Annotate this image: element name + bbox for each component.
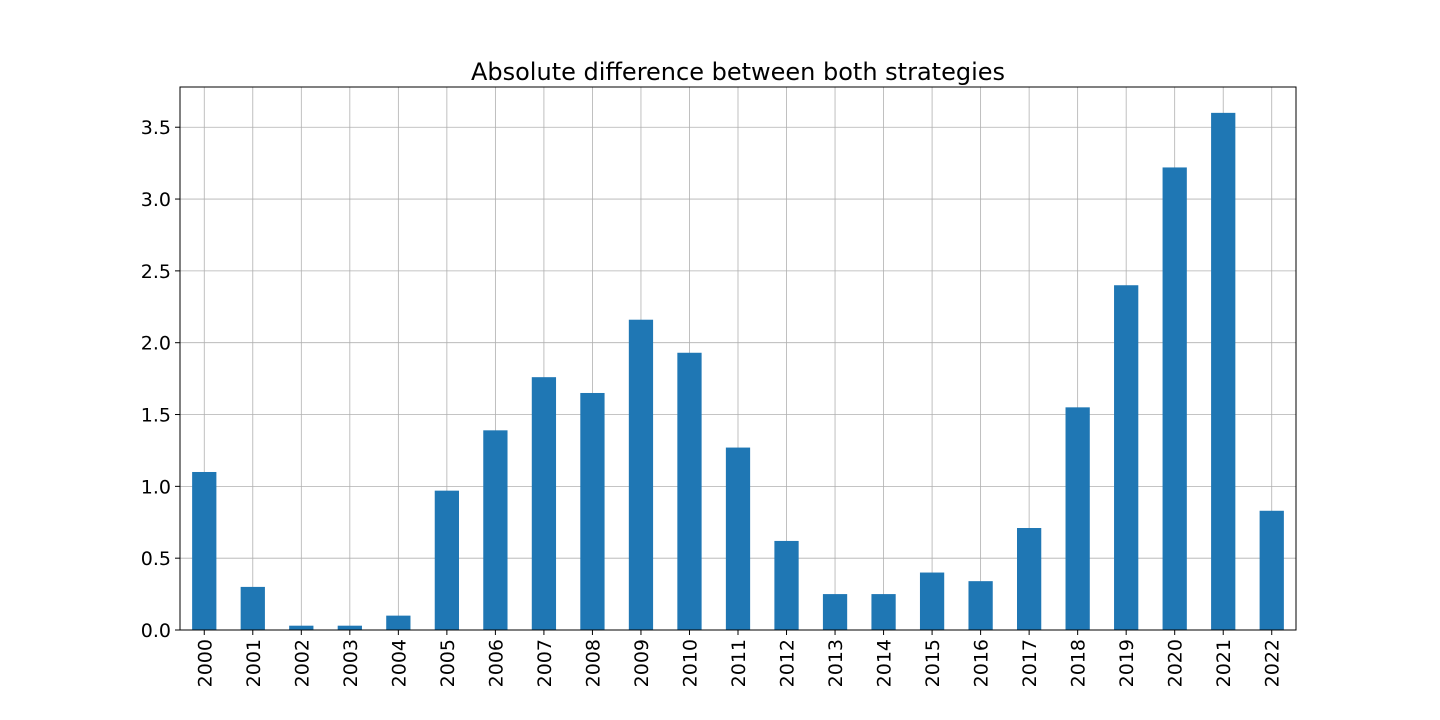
x-tick-label: 2021 xyxy=(1213,639,1235,687)
bar-2018 xyxy=(1065,407,1090,630)
x-tick-label: 2013 xyxy=(825,639,847,687)
bar-2011 xyxy=(725,447,751,630)
bar-2019 xyxy=(1114,285,1139,630)
bar-2010 xyxy=(677,352,702,630)
bars xyxy=(192,112,1284,631)
y-tick-label: 1.0 xyxy=(141,476,171,498)
bar-2001 xyxy=(240,586,265,630)
bar-2017 xyxy=(1017,528,1042,630)
y-tick-label: 3.5 xyxy=(141,117,171,139)
bar-2000 xyxy=(192,471,217,630)
bar-2006 xyxy=(483,430,508,630)
x-tick-label: 2015 xyxy=(922,639,944,687)
x-tick-label: 2002 xyxy=(291,639,313,687)
bar-2003 xyxy=(337,625,362,630)
bar-2012 xyxy=(774,540,799,630)
y-tick-label: 1.5 xyxy=(141,405,171,427)
x-tick-label: 2020 xyxy=(1165,639,1187,687)
y-tick-label: 2.5 xyxy=(141,261,171,283)
x-tick-label: 2001 xyxy=(243,639,265,687)
bar-2021 xyxy=(1211,112,1236,631)
x-tick-label: 2014 xyxy=(874,639,896,687)
x-tick-label: 2018 xyxy=(1068,639,1090,687)
x-tick-label: 2000 xyxy=(194,639,216,687)
y-tick-label: 3.0 xyxy=(141,189,171,211)
x-tick-label: 2019 xyxy=(1116,639,1138,687)
bar-2013 xyxy=(822,594,848,630)
bar-2016 xyxy=(968,581,993,630)
bar-2022 xyxy=(1259,510,1284,630)
bar-2007 xyxy=(531,377,557,630)
x-tick-label: 2008 xyxy=(582,639,604,687)
x-tick-label: 2003 xyxy=(340,639,362,687)
bar-2002 xyxy=(289,625,314,630)
y-tick-label: 0.0 xyxy=(141,620,171,642)
x-tick-label: 2009 xyxy=(631,639,653,687)
bar-2004 xyxy=(386,615,411,630)
y-tick-label: 0.5 xyxy=(141,548,171,570)
bar-2008 xyxy=(580,392,605,630)
x-tick-label: 2017 xyxy=(1019,639,1041,687)
x-tick-label: 2016 xyxy=(971,639,993,687)
x-tick-label: 2006 xyxy=(485,639,507,687)
bar-2020 xyxy=(1162,167,1187,630)
bar-2014 xyxy=(871,594,896,630)
chart-title: Absolute difference between both strateg… xyxy=(471,58,1005,86)
bar-2005 xyxy=(434,490,459,630)
y-tick-label: 2.0 xyxy=(141,333,171,355)
x-tick-label: 2007 xyxy=(534,639,556,687)
x-tick-label: 2005 xyxy=(437,639,459,687)
x-tick-label: 2012 xyxy=(777,639,799,687)
x-tick-label: 2022 xyxy=(1262,639,1284,687)
bar-2015 xyxy=(919,572,945,630)
x-tick-label: 2010 xyxy=(679,639,701,687)
x-tick-label: 2004 xyxy=(388,639,410,687)
x-axis: 2000 2001 2002 2003 2004 2005 2006 2007 2008 2009… xyxy=(194,630,1284,687)
bar-2009 xyxy=(628,319,654,630)
x-tick-label: 2011 xyxy=(728,639,750,687)
y-axis: 0.0 0.5 1.0 1.5 2.0 2.5 3.0 3.5 xyxy=(141,117,180,642)
